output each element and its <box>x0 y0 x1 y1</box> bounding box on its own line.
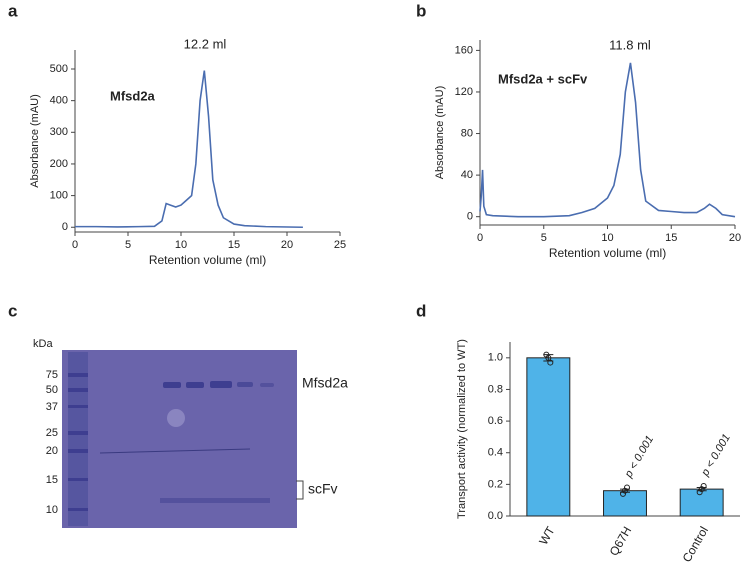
y-tick-label: 0.2 <box>488 478 503 490</box>
bracket <box>296 480 304 500</box>
ladder-label: 10 <box>46 504 58 516</box>
panel-label: d <box>416 301 426 320</box>
annotation: 12.2 ml <box>184 36 227 51</box>
x-tick-label: Control <box>680 524 711 565</box>
panel-label: a <box>8 1 18 20</box>
y-tick-label: 1.0 <box>488 352 503 364</box>
y-axis-label: Absorbance (mAU) <box>29 94 41 188</box>
x-tick-label: 20 <box>729 232 741 244</box>
annotation: 11.8 ml <box>609 37 651 52</box>
gel-bands <box>68 373 274 511</box>
band-label: Mfsd2a <box>302 375 348 391</box>
y-tick-label: 80 <box>461 127 473 139</box>
bar <box>603 490 647 517</box>
y-tick-label: 0.4 <box>488 447 503 459</box>
bar <box>526 357 571 517</box>
annotation: Mfsd2a + scFv <box>498 71 588 86</box>
y-tick-label: 0 <box>62 221 68 233</box>
ladder-label: 25 <box>46 427 58 439</box>
y-tick-label: 400 <box>50 95 68 107</box>
y-tick-label: 200 <box>50 158 68 170</box>
ladder-label: 75 <box>46 369 58 381</box>
x-tick-label: 25 <box>334 239 346 251</box>
data-point <box>624 484 630 491</box>
axis <box>74 50 340 233</box>
x-tick-label: 0 <box>72 239 78 251</box>
annotation: p < 0.001 <box>699 432 733 479</box>
gel-scratch <box>99 448 251 454</box>
y-tick-label: 0 <box>467 211 473 223</box>
y-tick-label: 100 <box>50 190 68 202</box>
x-tick-label: WT <box>536 524 558 548</box>
x-tick-label: 10 <box>601 232 613 244</box>
y-tick-label: 300 <box>50 126 68 138</box>
ladder-label: 15 <box>46 474 58 486</box>
x-axis-label: Retention volume (ml) <box>149 253 266 267</box>
annotation: Mfsd2a <box>110 88 156 103</box>
x-tick-label: Q67H <box>607 524 635 558</box>
line <box>479 62 736 218</box>
y-tick-label: 160 <box>455 44 473 56</box>
y-axis-label: Transport activity (normalized to WT) <box>456 339 468 519</box>
y-tick-label: 40 <box>461 169 473 181</box>
data-point <box>547 359 554 366</box>
y-axis-label: Absorbance (mAU) <box>434 86 446 180</box>
gel-lane <box>68 352 88 526</box>
x-tick-label: 15 <box>665 232 677 244</box>
x-tick-label: 10 <box>175 239 187 251</box>
panel-label: c <box>8 301 17 320</box>
y-tick-label: 0.0 <box>488 510 503 522</box>
band-label: scFv <box>308 481 338 497</box>
y-tick-label: 120 <box>455 86 473 98</box>
panel-label: b <box>416 1 426 20</box>
data-point <box>700 482 707 489</box>
ladder-label: 50 <box>46 384 58 396</box>
x-tick-label: 0 <box>477 232 483 244</box>
x-tick-label: 15 <box>228 239 240 251</box>
line <box>75 70 303 229</box>
ladder-label: 20 <box>46 445 58 457</box>
ladder-label: 37 <box>46 401 58 413</box>
y-tick-label: 500 <box>50 63 68 75</box>
x-axis-label: Retention volume (ml) <box>549 246 666 260</box>
annotation: p < 0.001 <box>622 434 656 481</box>
gel-bubble <box>167 409 185 427</box>
x-tick-label: 5 <box>125 239 131 251</box>
x-tick-label: 20 <box>281 239 293 251</box>
gel-unit: kDa <box>33 338 53 350</box>
y-tick-label: 0.6 <box>488 415 503 427</box>
x-tick-label: 5 <box>541 232 547 244</box>
data-point <box>545 354 552 361</box>
y-tick-label: 0.8 <box>488 383 503 395</box>
